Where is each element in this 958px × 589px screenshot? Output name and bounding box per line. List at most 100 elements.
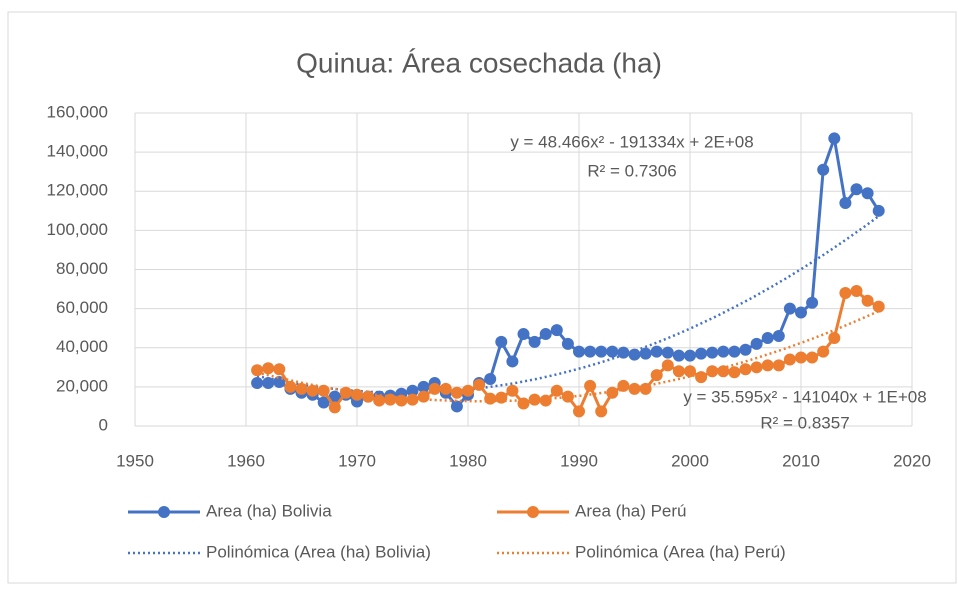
data-point	[417, 390, 430, 403]
data-point	[661, 346, 674, 359]
data-point	[806, 351, 819, 364]
data-point	[495, 391, 508, 404]
data-point	[484, 392, 497, 405]
data-point	[295, 382, 308, 395]
data-point	[650, 369, 663, 382]
data-point	[728, 366, 741, 379]
data-point	[739, 343, 752, 356]
legend-marker	[158, 506, 170, 518]
data-point	[795, 306, 807, 319]
data-point	[850, 285, 863, 298]
data-point	[450, 386, 463, 399]
data-point	[839, 286, 852, 299]
trendline-r-squared: R² = 0.7306	[587, 161, 676, 180]
data-point	[772, 359, 785, 372]
data-point	[550, 384, 563, 397]
data-point	[695, 371, 708, 384]
data-point	[595, 405, 608, 418]
chart-title: Quinua: Área cosechada (ha)	[296, 47, 662, 78]
data-point	[395, 394, 408, 407]
data-point	[573, 345, 585, 358]
data-point	[384, 393, 397, 406]
y-tick-label: 80,000	[56, 259, 108, 278]
data-point	[428, 382, 441, 395]
data-point	[772, 330, 785, 343]
trendline-equation: y = 35.595x² - 141040x + 1E+08	[683, 387, 926, 406]
data-point	[517, 328, 530, 341]
data-point	[750, 361, 763, 374]
data-point	[561, 337, 574, 350]
data-point	[806, 296, 819, 309]
data-point	[617, 379, 630, 392]
y-tick-label: 40,000	[56, 337, 108, 356]
data-point	[328, 401, 341, 414]
data-point	[539, 394, 552, 407]
data-point	[251, 376, 264, 389]
data-point	[328, 390, 341, 403]
data-point	[517, 397, 530, 410]
y-tick-label: 160,000	[47, 102, 108, 121]
data-point	[783, 302, 796, 315]
data-point	[284, 380, 297, 393]
data-point	[695, 347, 708, 360]
data-point	[362, 390, 375, 403]
data-point	[817, 163, 830, 176]
y-tick-label: 140,000	[47, 142, 108, 161]
data-point	[506, 384, 519, 397]
x-tick-label: 1950	[116, 451, 154, 470]
data-point	[828, 331, 841, 344]
x-tick-label: 1980	[449, 451, 487, 470]
data-point	[317, 384, 330, 397]
data-point	[717, 345, 730, 358]
data-point	[684, 365, 696, 378]
data-point	[317, 396, 330, 409]
data-point	[273, 363, 286, 376]
data-point	[462, 384, 474, 397]
y-tick-label: 20,000	[56, 376, 108, 395]
data-point	[672, 365, 685, 378]
data-point	[761, 359, 774, 372]
data-point	[872, 204, 885, 217]
x-tick-label: 1990	[560, 451, 598, 470]
data-point	[861, 294, 874, 307]
data-point	[628, 348, 641, 361]
legend-marker	[527, 506, 539, 518]
data-point	[506, 355, 519, 368]
data-point	[872, 300, 885, 313]
data-point	[706, 365, 719, 378]
data-point	[639, 382, 652, 395]
data-point	[728, 345, 741, 358]
data-point	[550, 324, 563, 337]
data-point	[672, 349, 685, 362]
data-point	[661, 359, 674, 372]
data-point	[817, 345, 830, 358]
data-point	[595, 345, 608, 358]
data-point	[606, 386, 619, 399]
data-point	[262, 362, 275, 375]
chart-border	[7, 11, 957, 584]
legend-label: Polinómica (Area (ha) Perú)	[575, 542, 786, 561]
data-point	[617, 346, 630, 359]
data-point	[706, 346, 719, 359]
data-point	[406, 393, 419, 406]
legend-label: Polinómica (Area (ha) Bolivia)	[206, 542, 431, 561]
data-point	[351, 388, 363, 401]
data-point	[561, 390, 574, 403]
data-point	[606, 345, 619, 358]
data-point	[573, 405, 585, 418]
data-point	[373, 394, 386, 407]
data-point	[761, 331, 774, 344]
data-point	[450, 400, 463, 413]
trendline-equation: y = 48.466x² - 191334x + 2E+08	[510, 132, 753, 151]
data-point	[306, 384, 319, 397]
x-tick-label: 1970	[338, 451, 376, 470]
x-tick-label: 2000	[671, 451, 709, 470]
y-tick-label: 60,000	[56, 298, 108, 317]
data-point	[628, 382, 641, 395]
data-point	[739, 363, 752, 376]
x-tick-label: 1960	[227, 451, 265, 470]
data-point	[795, 351, 807, 364]
legend-label: Area (ha) Bolivia	[206, 501, 332, 520]
data-point	[439, 382, 452, 395]
